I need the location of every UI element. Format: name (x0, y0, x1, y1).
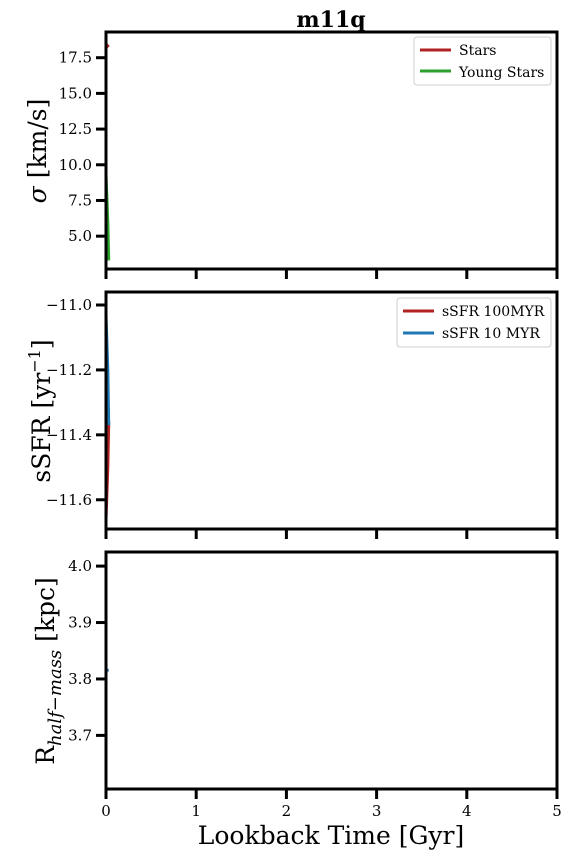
y-tick-label: 12.5 (59, 120, 92, 138)
legend-box (396, 297, 552, 348)
y-tick-label: −11.4 (46, 426, 92, 444)
legend-label-ssfr-100: sSFR 100MYR (442, 304, 545, 320)
y-tick-label: −11.2 (46, 361, 92, 379)
x-axis-label: Lookback Time [Gyr] (198, 821, 465, 850)
y-tick-label: 4.0 (68, 557, 92, 575)
chart-title: m11q (296, 7, 365, 33)
y-tick-label: 15.0 (59, 84, 92, 102)
panel-ssfr: −11.6 −11.4 −11.2 −11.0 sSFR [yr−1] sSFR 10… (25, 290, 559, 539)
legend-label-young-stars: Young Stars (458, 65, 544, 81)
panel-ssfr-ticks: −11.6 −11.4 −11.2 −11.0 (46, 296, 559, 539)
x-tick-label: 4 (462, 802, 472, 820)
x-tick-label: 1 (191, 802, 201, 820)
x-tick-label: 3 (372, 802, 382, 820)
legend-label-ssfr-10: sSFR 10 MYR (442, 326, 540, 342)
x-tick-label: 0 (101, 802, 111, 820)
y-tick-label: −11.6 (46, 491, 92, 509)
x-tick-label: 5 (552, 802, 562, 820)
panel-ssfr-ylabel: sSFR [yr−1] (25, 339, 56, 482)
panel-rhalf-ylabel: Rhalf−mass [kpc] (31, 577, 66, 765)
y-tick-label: 3.7 (68, 726, 92, 744)
panel-rhalf: 3.7 3.8 3.9 4.0 0 1 2 3 4 5 Rhalf−mass [kpc] Look… (31, 550, 562, 850)
x-tick-label: 2 (282, 802, 292, 820)
panel-sigma-ylabel: σ [km/s] (23, 99, 52, 204)
y-tick-label: −11.0 (46, 296, 92, 314)
panel-rhalf-frame (104, 550, 559, 791)
y-tick-label: 7.5 (68, 191, 92, 209)
y-tick-label: 5.0 (68, 227, 92, 245)
y-tick-label: 17.5 (59, 49, 92, 67)
panel-ssfr-legend: sSFR 100MYR sSFR 10 MYR (396, 297, 552, 348)
y-tick-label: 3.8 (68, 670, 92, 688)
y-tick-label: 3.9 (68, 614, 92, 632)
panel-sigma-legend: Stars Young Stars (413, 36, 552, 86)
panel-sigma-ticks: 5.0 7.5 10.0 12.5 15.0 17.5 (59, 49, 559, 279)
panel-rhalf-ticks: 3.7 3.8 3.9 4.0 0 1 2 3 4 5 (68, 557, 562, 820)
y-tick-label: 10.0 (59, 156, 92, 174)
panel-sigma: 5.0 7.5 10.0 12.5 15.0 17.5 σ [km/s] Stars Yo… (23, 30, 559, 279)
legend-label-stars: Stars (459, 43, 496, 59)
panel-sigma-frame (104, 30, 559, 271)
panel-ssfr-frame (104, 290, 559, 531)
